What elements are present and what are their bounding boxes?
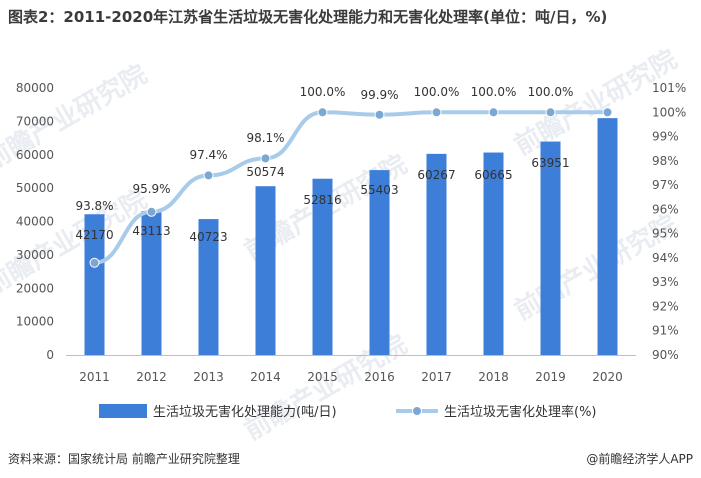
rate-value-label: 100.0%	[300, 85, 346, 99]
chart: 前瞻产业研究院前瞻产业研究院前瞻产业研究院前瞻产业研究院前瞻产业研究院前瞻产业研…	[0, 44, 686, 446]
left-axis-tick-label: 60000	[16, 148, 54, 162]
right-axis-tick-label: 98%	[652, 154, 679, 168]
footer: 资料来源：国家统计局 前瞻产业研究院整理 @前瞻经济学人APP	[0, 446, 701, 478]
right-axis: 90% 91% 92% 93% 94% 95% 96% 97% 98% 99% 100% 101%	[652, 81, 686, 362]
bar	[141, 211, 162, 355]
left-axis-tick-label: 50000	[16, 181, 54, 195]
bar-value-label: 42170	[75, 228, 113, 242]
bar-value-label: 40723	[189, 230, 227, 244]
rate-value-label: 95.9%	[132, 182, 170, 196]
left-axis-tick-label: 80000	[16, 81, 54, 95]
rate-value-label: 100.0%	[528, 85, 574, 99]
x-axis-tick-label: 2016	[364, 370, 395, 384]
watermark-text: 前瞻产业研究院	[509, 44, 682, 162]
right-axis-tick-label: 93%	[652, 275, 679, 289]
x-axis-tick-label: 2014	[250, 370, 281, 384]
x-axis-tick-label: 2019	[535, 370, 566, 384]
source-note: 资料来源：国家统计局 前瞻产业研究院整理	[8, 452, 240, 466]
x-axis-tick-label: 2020	[592, 370, 623, 384]
bar	[198, 219, 219, 355]
x-axis-tick-label: 2013	[193, 370, 224, 384]
bar-value-label: 52816	[303, 193, 341, 207]
left-axis-tick-label: 40000	[16, 215, 54, 229]
right-axis-tick-label: 90%	[652, 348, 679, 362]
bar	[540, 141, 561, 355]
x-axis-tick-label: 2018	[478, 370, 509, 384]
bar	[597, 118, 618, 355]
rate-point	[431, 107, 442, 118]
left-axis-tick-label: 10000	[16, 315, 54, 329]
rate-value-label: 97.4%	[189, 148, 227, 162]
left-axis-tick-label: 0	[46, 348, 54, 362]
rate-value-label: 99.9%	[360, 88, 398, 102]
legend-line-marker	[412, 406, 422, 416]
bar-value-label: 50574	[246, 165, 284, 179]
rate-value-label: 98.1%	[246, 131, 284, 145]
bar	[84, 214, 105, 355]
rate-point	[317, 107, 328, 118]
rate-value-label: 100.0%	[471, 85, 517, 99]
data-labels: 42170 43113 40723 50574 52816 55403 60267 60665…	[75, 85, 573, 244]
bar-value-label: 60665	[474, 168, 512, 182]
left-axis-tick-label: 20000	[16, 281, 54, 295]
rate-point	[203, 170, 214, 181]
rate-point	[260, 153, 271, 164]
chart-title: 图表2：2011-2020年江苏省生活垃圾无害化处理能力和无害化处理率(单位：吨…	[8, 8, 608, 26]
bar-value-label: 63951	[531, 156, 569, 170]
line-series	[89, 107, 613, 268]
legend-bar-label: 生活垃圾无害化处理能力(吨/日)	[153, 404, 337, 420]
bar	[483, 152, 504, 355]
right-axis-tick-label: 95%	[652, 227, 679, 241]
x-axis-tick-label: 2011	[79, 370, 110, 384]
left-axis-tick-label: 30000	[16, 248, 54, 262]
right-axis-tick-label: 94%	[652, 251, 679, 265]
right-axis-tick-label: 91%	[652, 324, 679, 338]
bar	[255, 186, 276, 355]
bar	[369, 170, 390, 355]
left-axis-tick-label: 70000	[16, 114, 54, 128]
right-axis-tick-label: 99%	[652, 130, 679, 144]
right-axis-tick-label: 101%	[652, 81, 686, 95]
brand-credit: @前瞻经济学人APP	[586, 452, 693, 466]
right-axis-tick-label: 96%	[652, 202, 679, 216]
legend-bar-swatch	[99, 404, 147, 418]
rate-point	[545, 107, 556, 118]
bar-value-label: 55403	[360, 183, 398, 197]
bar-value-label: 43113	[132, 224, 170, 238]
rate-point	[374, 109, 385, 120]
rate-value-label: 100.0%	[414, 85, 460, 99]
rate-value-label: 93.8%	[75, 199, 113, 213]
rate-point	[488, 107, 499, 118]
rate-point	[89, 257, 100, 268]
rate-point	[602, 107, 613, 118]
legend: 生活垃圾无害化处理能力(吨/日) 生活垃圾无害化处理率(%)	[99, 404, 597, 420]
bar-series	[84, 118, 618, 355]
x-axis-tick-label: 2015	[307, 370, 338, 384]
right-axis-tick-label: 100%	[652, 105, 686, 119]
x-axis: 2011 2012 2013 2014 2015 2016 2017 2018 2019 2020	[66, 355, 636, 384]
x-axis-tick-label: 2017	[421, 370, 452, 384]
legend-line-label: 生活垃圾无害化处理率(%)	[444, 404, 597, 420]
right-axis-tick-label: 92%	[652, 299, 679, 313]
rate-point	[146, 206, 157, 217]
bar-value-label: 60267	[417, 168, 455, 182]
bar	[312, 178, 333, 355]
right-axis-tick-label: 97%	[652, 178, 679, 192]
left-axis: 0 10000 20000 30000 40000 50000 60000 70000 8000…	[16, 81, 54, 362]
bar	[426, 153, 447, 355]
x-axis-tick-label: 2012	[136, 370, 167, 384]
